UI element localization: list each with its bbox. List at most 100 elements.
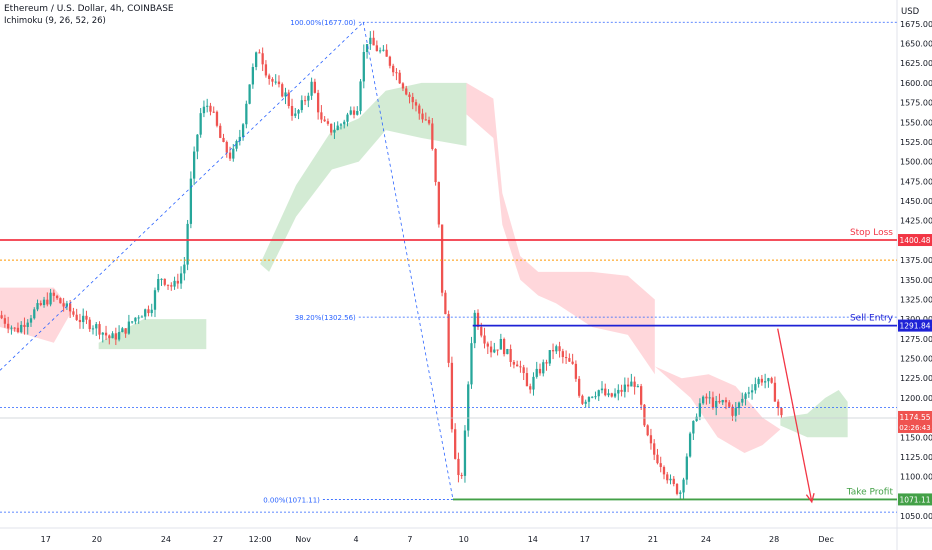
- candle-body: [532, 376, 535, 390]
- candle-body: [33, 309, 36, 319]
- candle-body: [741, 398, 744, 403]
- candle-body: [444, 292, 447, 315]
- ichimoku-cloud-green: [780, 390, 848, 438]
- candle-body: [20, 324, 23, 333]
- candle-body: [698, 403, 702, 417]
- candle-body: [535, 368, 538, 377]
- candle-body: [140, 316, 144, 318]
- y-tick-label: 1550.00: [900, 118, 932, 127]
- y-tick-label: 1125.00: [900, 453, 932, 462]
- candle-body: [215, 111, 219, 126]
- candle-body: [392, 65, 395, 73]
- candle-body: [264, 64, 268, 76]
- y-tick-label: 1575.00: [900, 99, 932, 108]
- level-label: Stop Loss: [850, 228, 893, 238]
- candle-body: [346, 114, 349, 122]
- candle-body: [763, 381, 767, 383]
- candle-body: [731, 406, 734, 416]
- x-tick-label: 24: [161, 535, 171, 544]
- candle-body: [682, 479, 685, 493]
- candle-body: [633, 381, 636, 387]
- candle-body: [59, 298, 62, 304]
- current-price-tag-bg: [898, 410, 932, 433]
- candle-body: [202, 106, 206, 114]
- candle-body: [179, 273, 183, 284]
- candle-body: [121, 328, 124, 333]
- candle-body: [268, 75, 271, 79]
- chart-title: Ethereum / U.S. Dollar, 4h, COINBASE: [4, 4, 174, 14]
- candle-body: [290, 105, 294, 116]
- candle-body: [493, 349, 496, 353]
- candle-body: [49, 292, 52, 305]
- candle-body: [401, 83, 405, 89]
- candle-body: [538, 368, 542, 374]
- x-tick-label: 21: [648, 535, 658, 544]
- candle-body: [176, 280, 179, 284]
- candle-body: [747, 392, 750, 394]
- candle-body: [147, 309, 150, 314]
- candle-body: [91, 328, 95, 330]
- y-tick-label: 1475.00: [900, 177, 932, 186]
- candle-body: [245, 103, 248, 125]
- candle-body: [385, 49, 388, 57]
- candle-body: [440, 224, 444, 293]
- candle-body: [754, 384, 757, 391]
- candle-body: [16, 327, 20, 333]
- candle-body: [470, 343, 473, 385]
- candle-body: [607, 393, 610, 396]
- x-tick-label: 24: [701, 535, 711, 544]
- candle-body: [656, 454, 659, 464]
- candle-body: [277, 81, 281, 85]
- candle-body: [0, 315, 3, 319]
- candle-body: [666, 474, 669, 481]
- candle-body: [101, 332, 104, 335]
- candle-body: [431, 123, 434, 150]
- fib-level-label: 100.00%(1677.00): [290, 19, 356, 27]
- candle-body: [398, 72, 401, 84]
- x-tick-label: Dec: [818, 535, 833, 544]
- candle-body: [287, 92, 290, 106]
- candle-body: [604, 388, 607, 396]
- candle-body: [777, 401, 780, 409]
- candle-body: [241, 124, 245, 137]
- price-tag-bg: [898, 493, 932, 506]
- candle-body: [258, 52, 261, 54]
- candle-body: [225, 141, 228, 153]
- candle-body: [219, 125, 222, 138]
- candle-body: [294, 113, 297, 116]
- candle-body: [708, 397, 711, 399]
- candle-body: [261, 53, 264, 65]
- candle-body: [209, 105, 212, 112]
- x-tick-label: 7: [407, 535, 412, 544]
- candle-body: [626, 384, 630, 387]
- candle-body: [434, 149, 437, 183]
- candle-body: [284, 92, 287, 97]
- candle-body: [760, 378, 764, 383]
- candle-body: [297, 110, 300, 114]
- candle-body: [104, 332, 108, 336]
- candle-body: [336, 125, 339, 130]
- candle-body: [228, 152, 232, 159]
- candle-body: [186, 223, 189, 265]
- candle-body: [636, 386, 640, 388]
- candle-body: [52, 292, 55, 296]
- candle-body: [359, 81, 362, 111]
- candle-body: [724, 400, 728, 403]
- candle-body: [372, 37, 375, 46]
- candle-body: [271, 78, 274, 82]
- candle-body: [349, 110, 352, 115]
- candle-body: [157, 279, 160, 291]
- y-tick-label: 1675.00: [900, 20, 932, 29]
- price-tag-label: 1071.11: [899, 495, 930, 504]
- indicator-label: Ichimoku (9, 26, 52, 26): [4, 16, 106, 26]
- candle-body: [95, 324, 98, 329]
- candle-body: [212, 111, 215, 113]
- candle-body: [160, 278, 163, 280]
- candle-body: [496, 349, 499, 351]
- candle-body: [542, 362, 545, 374]
- y-tick-label: 1325.00: [900, 295, 932, 304]
- y-tick-label: 1650.00: [900, 40, 932, 49]
- candle-body: [460, 475, 463, 477]
